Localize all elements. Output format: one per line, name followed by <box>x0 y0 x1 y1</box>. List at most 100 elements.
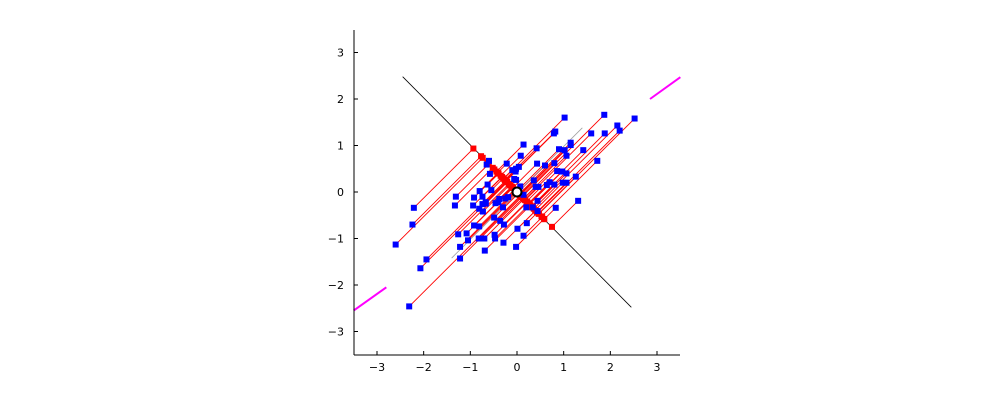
data-point-marker <box>552 204 559 211</box>
data-point-marker <box>463 230 470 237</box>
projection-line <box>528 184 548 204</box>
data-point-marker <box>559 168 566 175</box>
x-tick-label: −1 <box>462 361 478 374</box>
projection-line <box>496 144 524 172</box>
data-point-marker <box>451 202 458 209</box>
y-tick-label: 1 <box>337 140 344 153</box>
data-point-marker <box>550 130 557 137</box>
data-point-marker <box>457 243 464 250</box>
x-tick-label: 2 <box>607 361 614 374</box>
data-point-marker <box>476 223 483 230</box>
projected-point-marker <box>498 173 505 180</box>
projection-line <box>412 155 482 225</box>
projection-line <box>512 163 538 189</box>
data-point-marker <box>392 241 399 248</box>
projected-point-marker <box>495 170 502 177</box>
data-point-marker <box>535 183 542 190</box>
projection-line <box>499 197 524 222</box>
data-point-marker <box>561 114 568 121</box>
mean-circle <box>511 186 523 198</box>
data-point-marker <box>563 170 570 177</box>
data-point-marker <box>485 157 492 164</box>
projection-line <box>531 133 606 207</box>
data-point-marker <box>491 231 498 238</box>
projection-line <box>485 181 507 203</box>
data-point-marker <box>520 141 527 148</box>
data-point-marker <box>491 214 498 221</box>
projection-line <box>478 195 522 239</box>
data-point-marker <box>561 147 568 154</box>
data-point-marker <box>484 181 491 188</box>
data-point-marker <box>563 152 570 159</box>
data-point-marker <box>559 179 566 186</box>
data-point-marker <box>457 255 464 262</box>
data-point-marker <box>471 194 478 201</box>
projection-line <box>533 125 618 210</box>
data-point-marker <box>406 303 413 310</box>
data-point-marker <box>455 231 462 238</box>
data-point-marker <box>614 122 621 129</box>
projection-line <box>426 180 506 260</box>
data-point-marker <box>502 195 509 202</box>
projection-line <box>537 130 620 213</box>
data-point-marker <box>483 161 490 168</box>
data-point-marker <box>601 130 608 137</box>
projection-line <box>484 204 531 251</box>
principal-direction-segment <box>353 286 387 312</box>
projection-lines <box>395 114 635 307</box>
data-point-marker <box>486 170 493 177</box>
x-tick-label: 3 <box>654 361 661 374</box>
projection-line <box>420 181 508 269</box>
projected-point-marker <box>503 179 510 186</box>
data-point-marker <box>513 243 520 250</box>
y-tick-label: 2 <box>337 93 344 106</box>
data-point-marker <box>534 197 541 204</box>
data-point-marker <box>542 162 549 169</box>
projection-line <box>503 201 528 225</box>
y-tick-label: −2 <box>328 279 344 292</box>
data-point-marker <box>523 220 530 227</box>
data-point-marker <box>533 145 540 152</box>
data-point-marker <box>575 197 582 204</box>
data-point-marker <box>499 204 506 211</box>
data-point-marker <box>530 177 537 184</box>
data-point-marker <box>500 221 507 228</box>
data-point-marker <box>601 111 608 118</box>
data-point-marker <box>580 147 587 154</box>
data-point-marker <box>534 160 541 167</box>
projection-line <box>516 148 560 192</box>
y-tick-label: −1 <box>328 233 344 246</box>
data-point-marker <box>567 142 574 149</box>
data-point-marker <box>470 202 477 209</box>
projection-line <box>534 182 564 211</box>
projection-line <box>455 163 490 197</box>
data-point-marker <box>409 221 416 228</box>
data-point-marker <box>479 201 486 208</box>
data-point-marker <box>556 146 563 153</box>
data-point-marker <box>513 176 520 183</box>
projection-line <box>459 196 523 259</box>
projection-line <box>413 148 474 209</box>
data-point-marker <box>509 167 516 174</box>
data-point-marker <box>523 204 530 211</box>
projection-line <box>536 182 567 213</box>
data-point-marker <box>514 225 521 232</box>
data-point-marker <box>517 183 524 190</box>
data-point-marker <box>481 235 488 242</box>
data-point-marker <box>551 181 558 188</box>
data-point-marker <box>410 204 417 211</box>
projected-point-marker <box>470 145 477 152</box>
data-point-marker <box>479 208 486 215</box>
data-point-marker <box>529 204 536 211</box>
y-tick-label: 0 <box>337 186 344 199</box>
y-tick-label: 3 <box>337 47 344 60</box>
data-point-marker <box>417 265 424 272</box>
projected-point-marker <box>548 223 555 230</box>
data-point-marker <box>554 168 561 175</box>
principal-direction-segments <box>353 76 681 312</box>
projection-line <box>523 216 543 237</box>
data-point-marker <box>482 199 489 206</box>
data-point-marker <box>492 235 499 242</box>
